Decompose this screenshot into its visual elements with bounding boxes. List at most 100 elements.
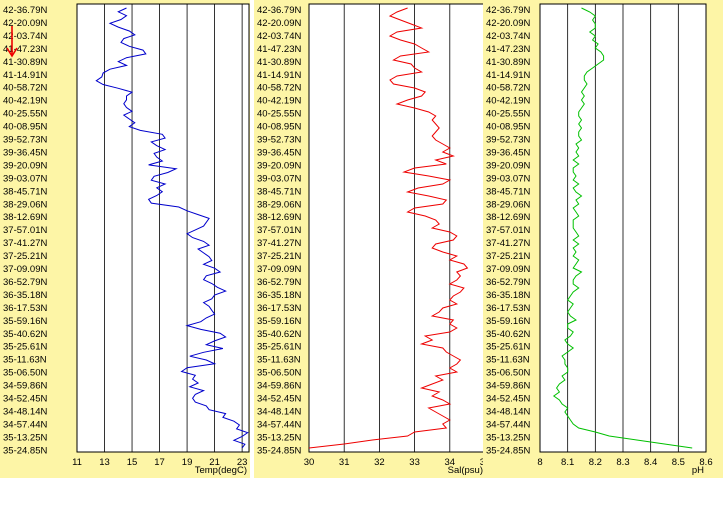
temp-lat-label: 35-24.85N <box>3 445 48 456</box>
temp-lat-label: 39-52.73N <box>3 135 48 146</box>
temp-lat-label: 37-41.27N <box>3 238 48 249</box>
temp-series-line <box>95 7 249 449</box>
ph-lat-label: 38-45.71N <box>486 186 531 197</box>
temp-plot-area <box>76 3 250 453</box>
temp-axis-title: Temp(degC) <box>195 465 247 476</box>
ph-lat-label: 39-20.09N <box>486 160 531 171</box>
salinity-lat-label: 35-24.85N <box>257 445 302 456</box>
ph-lat-label: 35-06.50N <box>486 368 531 379</box>
ph-lat-label: 39-03.07N <box>486 173 531 184</box>
salinity-lat-label: 42-20.09N <box>257 18 302 29</box>
temp-lat-label: 42-36.79N <box>3 5 48 16</box>
salinity-lat-label: 38-12.69N <box>257 212 302 223</box>
salinity-lat-label: 41-14.91N <box>257 70 302 81</box>
ph-lat-label: 35-25.61N <box>486 342 531 353</box>
temp-x-tick-label: 13 <box>99 457 110 468</box>
ph-lat-label: 40-42.19N <box>486 96 531 107</box>
temp-lat-label: 41-47.23N <box>3 44 48 55</box>
temp-lat-label: 37-57.01N <box>3 225 48 236</box>
salinity-lat-label: 35-13.25N <box>257 432 302 443</box>
ph-lat-label: 36-35.18N <box>486 290 531 301</box>
temp-lat-label: 40-58.72N <box>3 83 48 94</box>
ph-lat-label: 38-29.06N <box>486 199 531 210</box>
ph-x-tick-label: 8.1 <box>561 457 574 468</box>
ph-x-tick-label: 8 <box>537 457 542 468</box>
ph-lat-label: 42-03.74N <box>486 31 531 42</box>
salinity-lat-label: 36-35.18N <box>257 290 302 301</box>
salinity-plot-area <box>308 3 486 453</box>
salinity-axis-title: Sal(psu) <box>448 465 483 476</box>
ph-lat-label: 37-09.09N <box>486 264 531 275</box>
salinity-lat-label: 38-29.06N <box>257 199 302 210</box>
salinity-lat-label: 40-08.95N <box>257 122 302 133</box>
temp-lat-label: 37-25.21N <box>3 251 48 262</box>
ph-lat-label: 35-40.62N <box>486 329 531 340</box>
salinity-lat-label: 35-40.62N <box>257 329 302 340</box>
salinity-lat-label: 40-25.55N <box>257 109 302 120</box>
salinity-lat-label: 41-30.89N <box>257 57 302 68</box>
ph-lat-label: 34-57.44N <box>486 419 531 430</box>
temp-x-tick-label: 19 <box>182 457 193 468</box>
ph-lat-label: 34-48.14N <box>486 406 531 417</box>
temp-lat-label: 36-17.53N <box>3 303 48 314</box>
salinity-lat-label: 42-03.74N <box>257 31 302 42</box>
salinity-lat-label: 34-48.14N <box>257 406 302 417</box>
salinity-x-tick-label: 32 <box>374 457 385 468</box>
ph-panel: 8 8.1 8.2 8.3 8.4 8.5 8.6 42-36.79N 42-20.09N 42-… <box>483 0 723 478</box>
temp-lat-label: 35-13.25N <box>3 432 48 443</box>
ph-lat-label: 39-36.45N <box>486 147 531 158</box>
salinity-lat-label: 35-11.63N <box>257 355 301 366</box>
temp-lat-label: 36-52.79N <box>3 277 48 288</box>
temp-x-tick-label: 23 <box>237 457 248 468</box>
ph-x-tick-label: 8.3 <box>616 457 629 468</box>
salinity-lat-label: 35-25.61N <box>257 342 302 353</box>
ph-lat-label: 36-52.79N <box>486 277 531 288</box>
ph-series-line <box>552 7 693 449</box>
temp-lat-label: 35-25.61N <box>3 342 48 353</box>
salinity-lat-label: 37-25.21N <box>257 251 302 262</box>
ph-lat-label: 40-08.95N <box>486 122 531 133</box>
ph-lat-label: 37-25.21N <box>486 251 531 262</box>
temp-x-tick-label: 21 <box>209 457 220 468</box>
ph-lat-label: 34-52.45N <box>486 394 531 405</box>
ph-x-tick-label: 8.6 <box>699 457 712 468</box>
ph-lat-label: 40-25.55N <box>486 109 531 120</box>
temp-lat-label: 40-08.95N <box>3 122 48 133</box>
temp-lat-label: 38-29.06N <box>3 199 48 210</box>
temp-lat-label: 41-30.89N <box>3 57 48 68</box>
ph-lat-label: 35-11.63N <box>486 355 530 366</box>
temp-lat-label: 39-20.09N <box>3 160 48 171</box>
ph-lat-label: 39-52.73N <box>486 135 531 146</box>
temp-lat-label: 42-03.74N <box>3 31 48 42</box>
salinity-x-tick-label: 31 <box>339 457 350 468</box>
temp-x-tick-label: 17 <box>154 457 165 468</box>
temp-lat-label: 39-03.07N <box>3 173 48 184</box>
salinity-lat-label: 39-20.09N <box>257 160 302 171</box>
salinity-lat-label: 37-09.09N <box>257 264 302 275</box>
salinity-lat-label: 34-59.86N <box>257 381 302 392</box>
ph-lat-label: 41-14.91N <box>486 70 531 81</box>
salinity-lat-label: 39-03.07N <box>257 173 302 184</box>
temp-lat-label: 41-14.91N <box>3 70 48 81</box>
salinity-x-tick-label: 30 <box>304 457 315 468</box>
salinity-lat-label: 34-57.44N <box>257 419 302 430</box>
temp-lat-label: 34-52.45N <box>3 394 48 405</box>
salinity-lat-label: 38-45.71N <box>257 186 302 197</box>
temp-lat-label: 34-57.44N <box>3 419 48 430</box>
temp-lat-label: 40-25.55N <box>3 109 48 120</box>
ph-lat-label: 35-13.25N <box>486 432 531 443</box>
ph-lat-label: 42-20.09N <box>486 18 531 29</box>
temp-lat-label: 36-35.18N <box>3 290 48 301</box>
temp-lat-label: 40-42.19N <box>3 96 48 107</box>
ph-lat-label: 40-58.72N <box>486 83 531 94</box>
temp-lat-label: 38-45.71N <box>3 186 48 197</box>
salinity-series-line <box>308 7 469 449</box>
salinity-x-tick-label: 33 <box>409 457 420 468</box>
temp-lat-label: 35-40.62N <box>3 329 48 340</box>
ph-lat-label: 36-17.53N <box>486 303 531 314</box>
ph-lat-label: 35-59.16N <box>486 316 531 327</box>
salinity-lat-label: 42-36.79N <box>257 5 302 16</box>
temp-lat-label: 35-06.50N <box>3 368 48 379</box>
temp-lat-label: 42-20.09N <box>3 18 48 29</box>
